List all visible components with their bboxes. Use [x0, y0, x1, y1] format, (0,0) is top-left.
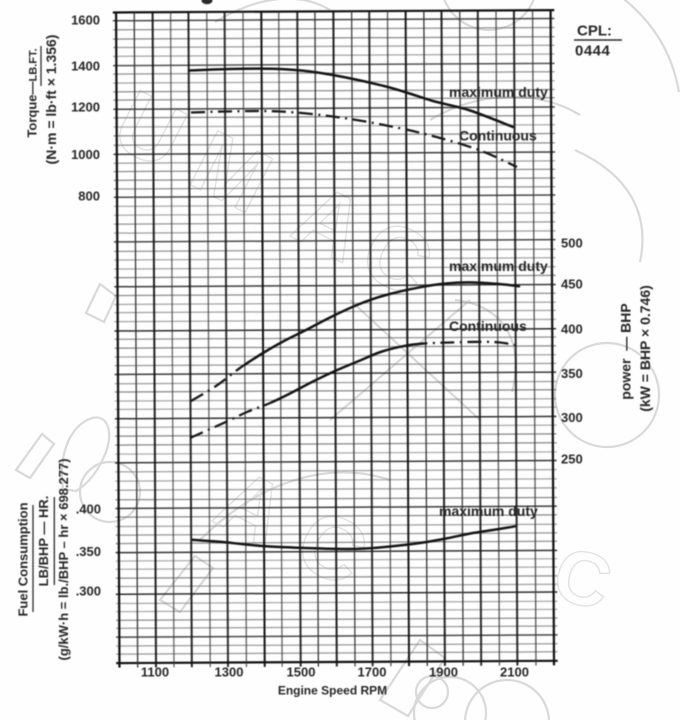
- svg-text:Engine Speed RPM: Engine Speed RPM: [278, 684, 387, 698]
- svg-text:maximum duty: maximum duty: [449, 258, 548, 274]
- svg-text:1400: 1400: [71, 59, 100, 74]
- svg-text:500: 500: [561, 236, 583, 251]
- svg-text:1600: 1600: [71, 13, 100, 28]
- svg-text:maximum duty: maximum duty: [449, 84, 548, 100]
- svg-text:1700: 1700: [358, 665, 387, 680]
- svg-text:2100: 2100: [500, 665, 529, 680]
- svg-text:450: 450: [561, 277, 583, 292]
- svg-text:maximum duty: maximum duty: [439, 503, 538, 519]
- svg-text:400: 400: [561, 322, 583, 337]
- svg-text:Fuel Consumption: Fuel Consumption: [16, 502, 31, 616]
- svg-text:Continuous: Continuous: [449, 318, 527, 334]
- svg-text:1300: 1300: [215, 665, 244, 680]
- svg-text:1500: 1500: [287, 665, 316, 680]
- svg-text:(kW = BHP × 0.746): (kW = BHP × 0.746): [637, 285, 653, 412]
- svg-text:1900: 1900: [429, 665, 458, 680]
- svg-text:power — BHP: power — BHP: [618, 303, 634, 399]
- svg-text:(N·m = lb·ft × 1.356): (N·m = lb·ft × 1.356): [43, 35, 59, 165]
- svg-text:.400: .400: [76, 502, 101, 517]
- svg-text:1100: 1100: [141, 665, 169, 680]
- svg-text:.300: .300: [76, 584, 101, 599]
- svg-text:.350: .350: [76, 544, 101, 559]
- svg-text:(g/kW·h = lb./BHP – hr × 698.2: (g/kW·h = lb./BHP – hr × 698.277): [56, 458, 71, 660]
- svg-text:CPL:: CPL:: [577, 23, 612, 40]
- svg-text:350: 350: [561, 366, 583, 381]
- svg-text:Continuous: Continuous: [459, 128, 537, 144]
- svg-text:300: 300: [561, 410, 583, 425]
- svg-text:0444: 0444: [575, 43, 611, 60]
- svg-text:1000: 1000: [71, 147, 100, 162]
- svg-text:800: 800: [78, 189, 100, 204]
- svg-text:Torque—LB.FT.: Torque—LB.FT.: [25, 48, 40, 137]
- svg-text:250: 250: [561, 452, 583, 467]
- svg-text:LB/BHP — HR.: LB/BHP — HR.: [36, 496, 51, 587]
- svg-text:1200: 1200: [71, 100, 100, 115]
